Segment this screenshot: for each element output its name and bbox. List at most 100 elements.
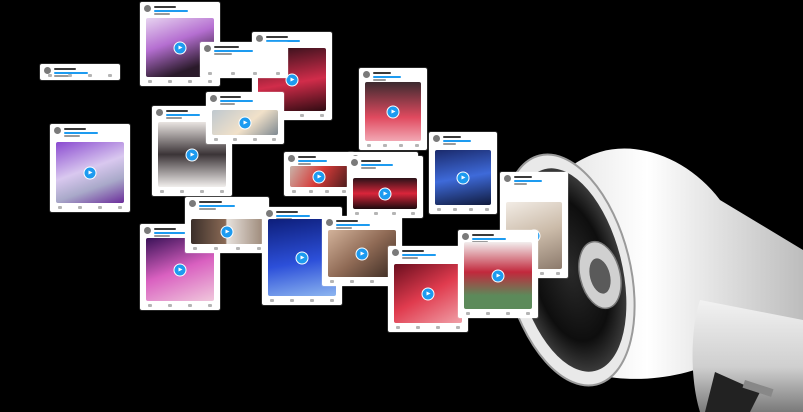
tweet-media	[191, 219, 263, 244]
action-icon	[367, 144, 371, 147]
text-line	[472, 234, 494, 236]
tweet-header	[156, 109, 228, 119]
text-line	[373, 76, 401, 78]
text-line	[361, 160, 381, 162]
text-line	[154, 235, 170, 237]
tweet-media	[328, 230, 396, 277]
action-icon	[556, 272, 560, 275]
action-icon	[437, 208, 441, 211]
action-icon	[506, 312, 510, 315]
text-line	[336, 220, 358, 222]
action-icon	[88, 74, 92, 77]
tweet-actions	[396, 326, 460, 329]
tweet-card	[206, 92, 284, 144]
text-line	[514, 183, 527, 185]
tweet-card	[50, 124, 130, 212]
action-icon	[466, 312, 470, 315]
text-line	[154, 13, 170, 15]
tweet-card	[284, 152, 354, 196]
action-icon	[235, 247, 240, 250]
text-line	[214, 46, 239, 48]
action-icon	[300, 114, 304, 117]
tweet-actions	[193, 247, 261, 250]
text-line	[443, 136, 461, 138]
tweet-actions	[148, 304, 212, 307]
avatar-icon	[326, 219, 333, 226]
text-line	[373, 79, 386, 81]
text-line	[402, 257, 418, 259]
play-icon	[491, 269, 505, 282]
tweet-card	[359, 68, 427, 150]
action-icon	[342, 190, 346, 193]
text-line	[166, 114, 200, 116]
tweet-header	[326, 219, 398, 229]
text-line	[166, 117, 182, 119]
tweet-media	[394, 264, 462, 323]
text-line	[298, 156, 316, 158]
tweet-actions	[148, 80, 212, 83]
action-icon	[168, 80, 172, 83]
text-line	[64, 135, 80, 137]
tweet-header	[54, 127, 126, 137]
play-icon	[285, 73, 299, 86]
action-icon	[310, 299, 314, 302]
text-line	[154, 10, 188, 12]
action-icon	[290, 299, 294, 302]
action-icon	[373, 212, 378, 215]
text-line	[220, 103, 235, 105]
action-icon	[188, 80, 192, 83]
action-icon	[78, 206, 82, 209]
action-icon	[208, 72, 212, 75]
action-icon	[48, 74, 52, 77]
action-icon	[272, 138, 276, 141]
text-line	[199, 201, 222, 203]
tweet-header	[433, 135, 493, 145]
action-icon	[180, 190, 184, 193]
action-icon	[456, 326, 460, 329]
text-line	[266, 40, 300, 42]
tweet-header	[363, 71, 423, 81]
avatar-icon	[54, 127, 61, 134]
text-line	[54, 68, 76, 70]
avatar-icon	[462, 233, 469, 240]
action-icon	[168, 304, 172, 307]
action-icon	[396, 326, 400, 329]
avatar-icon	[392, 249, 399, 256]
text-line	[298, 163, 311, 165]
play-icon	[173, 41, 187, 54]
play-icon	[312, 170, 326, 183]
action-icon	[526, 312, 530, 315]
action-icon	[330, 299, 334, 302]
text-line	[220, 100, 253, 102]
tweet-media	[353, 178, 417, 209]
text-line	[54, 75, 70, 77]
action-icon	[370, 280, 374, 283]
tweet-actions	[48, 74, 112, 77]
avatar-icon	[44, 67, 51, 74]
action-icon	[308, 190, 313, 193]
action-icon	[148, 304, 152, 307]
tweet-header	[351, 159, 419, 169]
avatar-icon	[189, 200, 196, 207]
tweet-card	[388, 246, 468, 332]
tweet-card	[252, 32, 332, 120]
text-line	[373, 72, 391, 74]
action-icon	[193, 247, 197, 250]
tweet-actions	[355, 212, 415, 215]
tweet-media	[464, 242, 532, 309]
text-line	[214, 50, 253, 52]
text-line	[443, 140, 471, 142]
text-line	[336, 224, 370, 226]
tweet-header	[189, 200, 265, 210]
tweet-header	[210, 95, 280, 105]
text-line	[214, 53, 232, 55]
play-icon	[238, 116, 252, 129]
tweet-header	[144, 227, 216, 237]
avatar-icon	[210, 95, 217, 102]
action-icon	[188, 304, 192, 307]
action-icon	[214, 247, 219, 250]
action-icon	[68, 74, 72, 77]
action-icon	[148, 80, 152, 83]
tweet-actions	[160, 190, 224, 193]
